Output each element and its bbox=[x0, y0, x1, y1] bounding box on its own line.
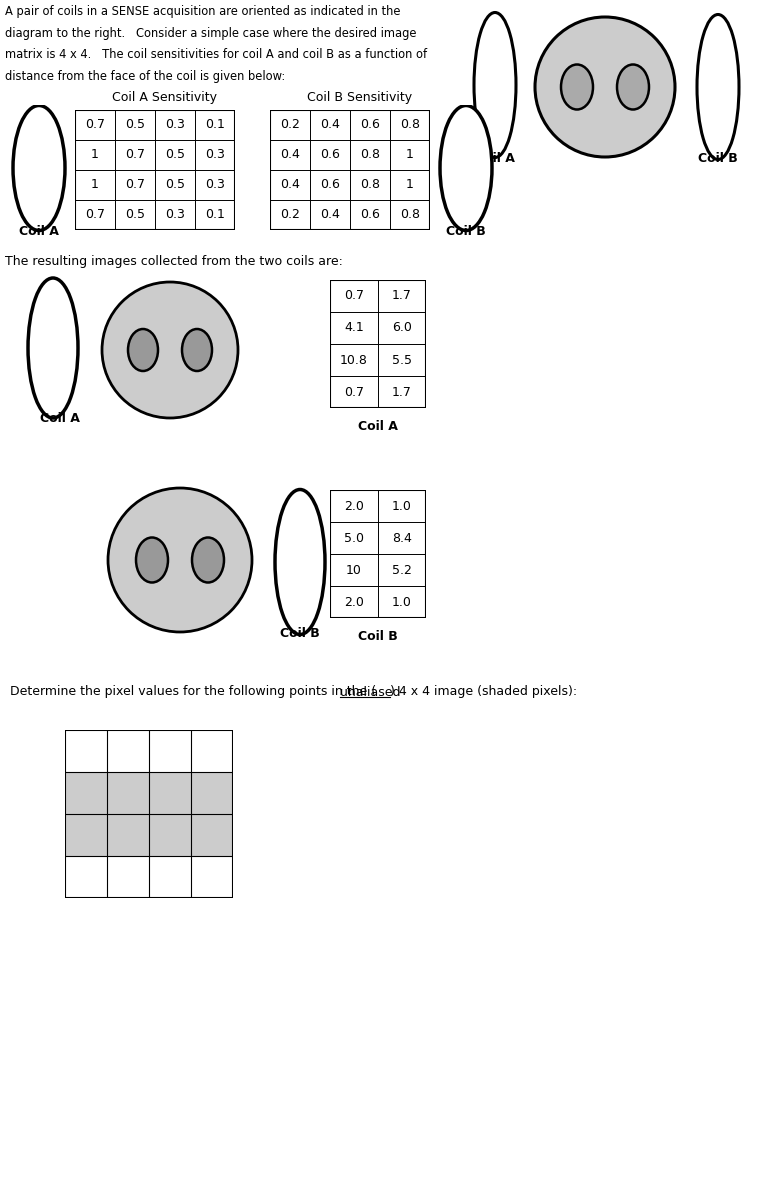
Text: ) 4 x 4 image (shaded pixels):: ) 4 x 4 image (shaded pixels): bbox=[389, 685, 577, 698]
Text: Coil B: Coil B bbox=[698, 152, 738, 164]
Ellipse shape bbox=[136, 538, 168, 582]
Text: A pair of coils in a SENSE acquisition are oriented as indicated in the: A pair of coils in a SENSE acquisition a… bbox=[5, 5, 401, 18]
Text: 0.5: 0.5 bbox=[125, 209, 145, 222]
Text: distance from the face of the coil is given below:: distance from the face of the coil is gi… bbox=[5, 70, 285, 83]
Ellipse shape bbox=[182, 329, 212, 371]
Text: 5.5: 5.5 bbox=[392, 354, 412, 366]
Text: 1.7: 1.7 bbox=[392, 385, 412, 398]
Text: 0.7: 0.7 bbox=[85, 119, 105, 132]
Text: 1: 1 bbox=[91, 179, 99, 192]
Text: Coil B: Coil B bbox=[280, 626, 320, 640]
Text: 0.5: 0.5 bbox=[165, 179, 185, 192]
Text: 0.6: 0.6 bbox=[360, 209, 380, 222]
Ellipse shape bbox=[128, 329, 158, 371]
Text: 0.4: 0.4 bbox=[320, 119, 340, 132]
Text: 0.8: 0.8 bbox=[400, 209, 420, 222]
Text: 0.7: 0.7 bbox=[125, 179, 145, 192]
Ellipse shape bbox=[474, 12, 516, 157]
Text: 0.7: 0.7 bbox=[125, 149, 145, 162]
Text: 0.3: 0.3 bbox=[205, 149, 225, 162]
Circle shape bbox=[108, 488, 252, 632]
Text: 0.1: 0.1 bbox=[205, 119, 225, 132]
Text: Coil A: Coil A bbox=[19, 226, 59, 238]
Text: 2.0: 2.0 bbox=[344, 595, 364, 608]
Bar bbox=[65, 772, 233, 814]
Text: Coil A Sensitivity: Coil A Sensitivity bbox=[113, 91, 217, 104]
Text: 0.8: 0.8 bbox=[360, 149, 380, 162]
Text: 0.5: 0.5 bbox=[125, 119, 145, 132]
Text: 0.8: 0.8 bbox=[360, 179, 380, 192]
Text: 1.7: 1.7 bbox=[392, 289, 412, 302]
Text: 0.2: 0.2 bbox=[280, 119, 300, 132]
Text: 1: 1 bbox=[91, 149, 99, 162]
Text: 6.0: 6.0 bbox=[392, 322, 412, 335]
Text: 4.1: 4.1 bbox=[344, 322, 364, 335]
Text: 0.5: 0.5 bbox=[165, 149, 185, 162]
Text: 0.3: 0.3 bbox=[165, 209, 185, 222]
Circle shape bbox=[535, 17, 675, 157]
Text: diagram to the right.   Consider a simple case where the desired image: diagram to the right. Consider a simple … bbox=[5, 26, 417, 40]
Ellipse shape bbox=[617, 65, 649, 109]
Circle shape bbox=[102, 282, 238, 418]
Text: 2.0: 2.0 bbox=[344, 499, 364, 512]
Bar bbox=[65, 814, 233, 856]
Text: 0.4: 0.4 bbox=[280, 149, 300, 162]
Ellipse shape bbox=[28, 278, 78, 418]
Text: Coil A: Coil A bbox=[40, 412, 80, 425]
Text: 0.2: 0.2 bbox=[280, 209, 300, 222]
Text: unaliased: unaliased bbox=[340, 685, 401, 698]
Ellipse shape bbox=[275, 490, 325, 635]
Ellipse shape bbox=[13, 106, 65, 230]
Text: matrix is 4 x 4.   The coil sensitivities for coil A and coil B as a function of: matrix is 4 x 4. The coil sensitivities … bbox=[5, 48, 427, 61]
Text: 0.7: 0.7 bbox=[85, 209, 105, 222]
Text: 0.4: 0.4 bbox=[280, 179, 300, 192]
Text: 1: 1 bbox=[406, 179, 414, 192]
Text: 0.4: 0.4 bbox=[320, 209, 340, 222]
Text: 1.0: 1.0 bbox=[392, 595, 412, 608]
Text: Coil A: Coil A bbox=[358, 420, 398, 433]
Text: 0.3: 0.3 bbox=[165, 119, 185, 132]
Text: 0.1: 0.1 bbox=[205, 209, 225, 222]
Text: 0.6: 0.6 bbox=[320, 179, 340, 192]
Text: 5.0: 5.0 bbox=[344, 532, 364, 545]
Ellipse shape bbox=[697, 14, 739, 160]
Ellipse shape bbox=[192, 538, 224, 582]
Text: 0.7: 0.7 bbox=[344, 385, 364, 398]
Text: 10.8: 10.8 bbox=[340, 354, 368, 366]
Text: 0.3: 0.3 bbox=[205, 179, 225, 192]
Ellipse shape bbox=[561, 65, 593, 109]
Text: 5.2: 5.2 bbox=[392, 564, 412, 576]
Text: Coil A: Coil A bbox=[475, 152, 515, 164]
Text: 0.7: 0.7 bbox=[344, 289, 364, 302]
Text: The resulting images collected from the two coils are:: The resulting images collected from the … bbox=[5, 254, 343, 268]
Text: 1.0: 1.0 bbox=[392, 499, 412, 512]
Text: Coil B: Coil B bbox=[446, 226, 486, 238]
Text: 8.4: 8.4 bbox=[392, 532, 412, 545]
Text: 10: 10 bbox=[346, 564, 362, 576]
Text: 0.6: 0.6 bbox=[320, 149, 340, 162]
Text: 0.8: 0.8 bbox=[400, 119, 420, 132]
Text: Determine the pixel values for the following points in the (: Determine the pixel values for the follo… bbox=[10, 685, 376, 698]
Text: Coil B Sensitivity: Coil B Sensitivity bbox=[307, 91, 412, 104]
Text: 0.6: 0.6 bbox=[360, 119, 380, 132]
Text: 1: 1 bbox=[406, 149, 414, 162]
Text: Coil B: Coil B bbox=[358, 630, 398, 643]
Ellipse shape bbox=[440, 106, 492, 230]
